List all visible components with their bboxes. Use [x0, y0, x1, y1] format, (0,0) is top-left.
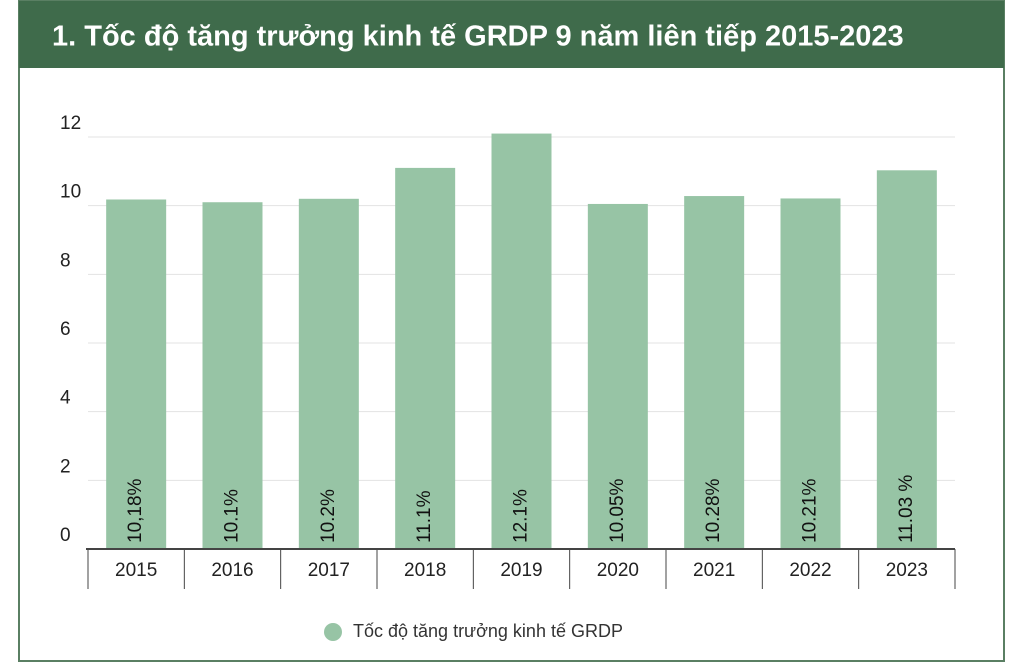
value-label: 11.1%	[414, 490, 435, 543]
bar	[491, 133, 552, 550]
value-label: 10.21%	[800, 478, 821, 543]
legend-marker	[324, 623, 342, 641]
x-tick-label: 2023	[886, 560, 928, 581]
x-tick-label: 2015	[115, 560, 157, 581]
x-tick-label: 2022	[789, 560, 831, 581]
value-label: 12.1%	[511, 489, 532, 543]
bar	[587, 203, 648, 549]
bar	[298, 198, 359, 550]
y-tick-label: 2	[60, 456, 71, 477]
chart-title: 1. Tốc độ tăng trưởng kinh tế GRDP 9 năm…	[52, 21, 904, 53]
bar	[780, 198, 841, 549]
value-label: 10,18%	[125, 478, 146, 543]
y-tick-label: 12	[60, 113, 81, 134]
bar	[106, 199, 167, 549]
value-label: 11.03 %	[896, 475, 917, 543]
bar	[876, 170, 937, 549]
value-label: 10.28%	[703, 478, 724, 543]
bar	[202, 202, 263, 549]
value-label: 10.05%	[607, 478, 628, 543]
value-label: 10.1%	[222, 489, 243, 543]
header	[19, 1, 1004, 68]
legend-label: Tốc độ tăng trưởng kinh tế GRDP	[353, 621, 623, 641]
x-tick-label: 2021	[693, 560, 735, 581]
y-tick-label: 8	[60, 250, 71, 271]
y-tick-label: 6	[60, 319, 71, 340]
y-tick-label: 0	[60, 525, 71, 546]
x-tick-label: 2017	[308, 560, 350, 581]
y-tick-label: 10	[60, 182, 81, 203]
y-tick-label: 4	[60, 388, 71, 409]
value-label: 10.2%	[318, 489, 339, 543]
bar	[395, 167, 456, 549]
bar	[684, 196, 745, 549]
x-tick-label: 2016	[211, 560, 253, 581]
x-tick-label: 2019	[500, 560, 542, 581]
x-tick-label: 2020	[597, 560, 639, 581]
x-tick-label: 2018	[404, 560, 446, 581]
